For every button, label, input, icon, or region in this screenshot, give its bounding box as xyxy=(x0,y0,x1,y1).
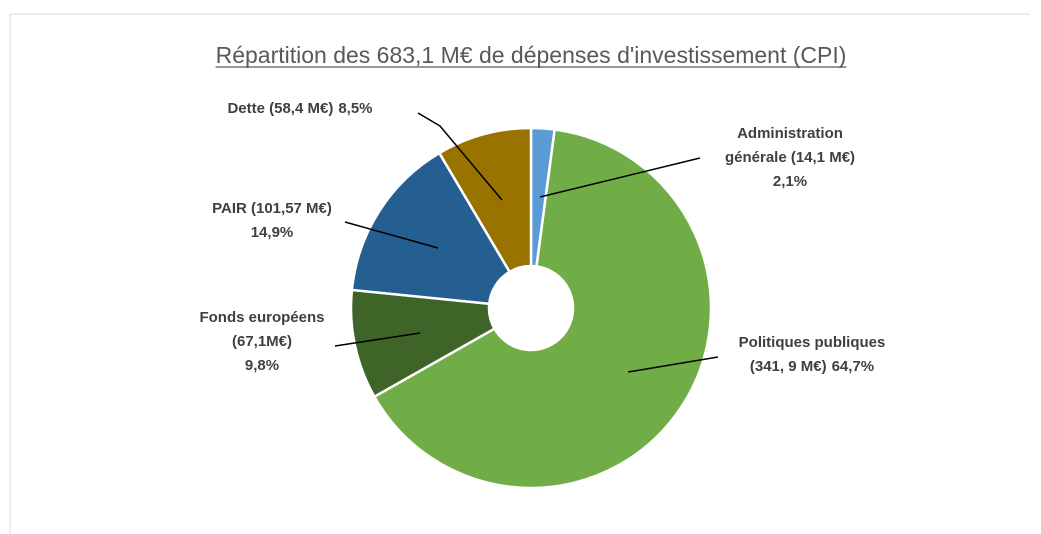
donut-slice xyxy=(437,126,533,274)
category-label: PAIR (101,57 M€) xyxy=(212,200,332,217)
value-label: 8,5% xyxy=(338,100,372,117)
donut-slice xyxy=(349,288,497,399)
category-label: Dette (58,4 M€) xyxy=(227,100,333,117)
value-label: 14,9% xyxy=(251,224,294,241)
leader-line xyxy=(539,157,701,198)
category-label: Fonds européens (67,1M€) xyxy=(199,309,324,350)
value-label: 64,7% xyxy=(832,358,875,375)
category-label: Politiques publiques (341, 9 M€) xyxy=(739,334,886,375)
donut-slice xyxy=(372,128,713,490)
value-label: 2,1% xyxy=(773,173,807,190)
chart-title: Répartition des 683,1 M€ de dépenses d'i… xyxy=(216,42,847,68)
category-label: Administration générale (14,1 M€) xyxy=(725,125,855,166)
value-label: 9,8% xyxy=(245,357,279,374)
donut-slice xyxy=(350,151,512,306)
leader-line xyxy=(344,221,439,249)
leader-line xyxy=(334,332,421,347)
leader-line xyxy=(417,112,503,201)
leader-line xyxy=(627,356,719,373)
